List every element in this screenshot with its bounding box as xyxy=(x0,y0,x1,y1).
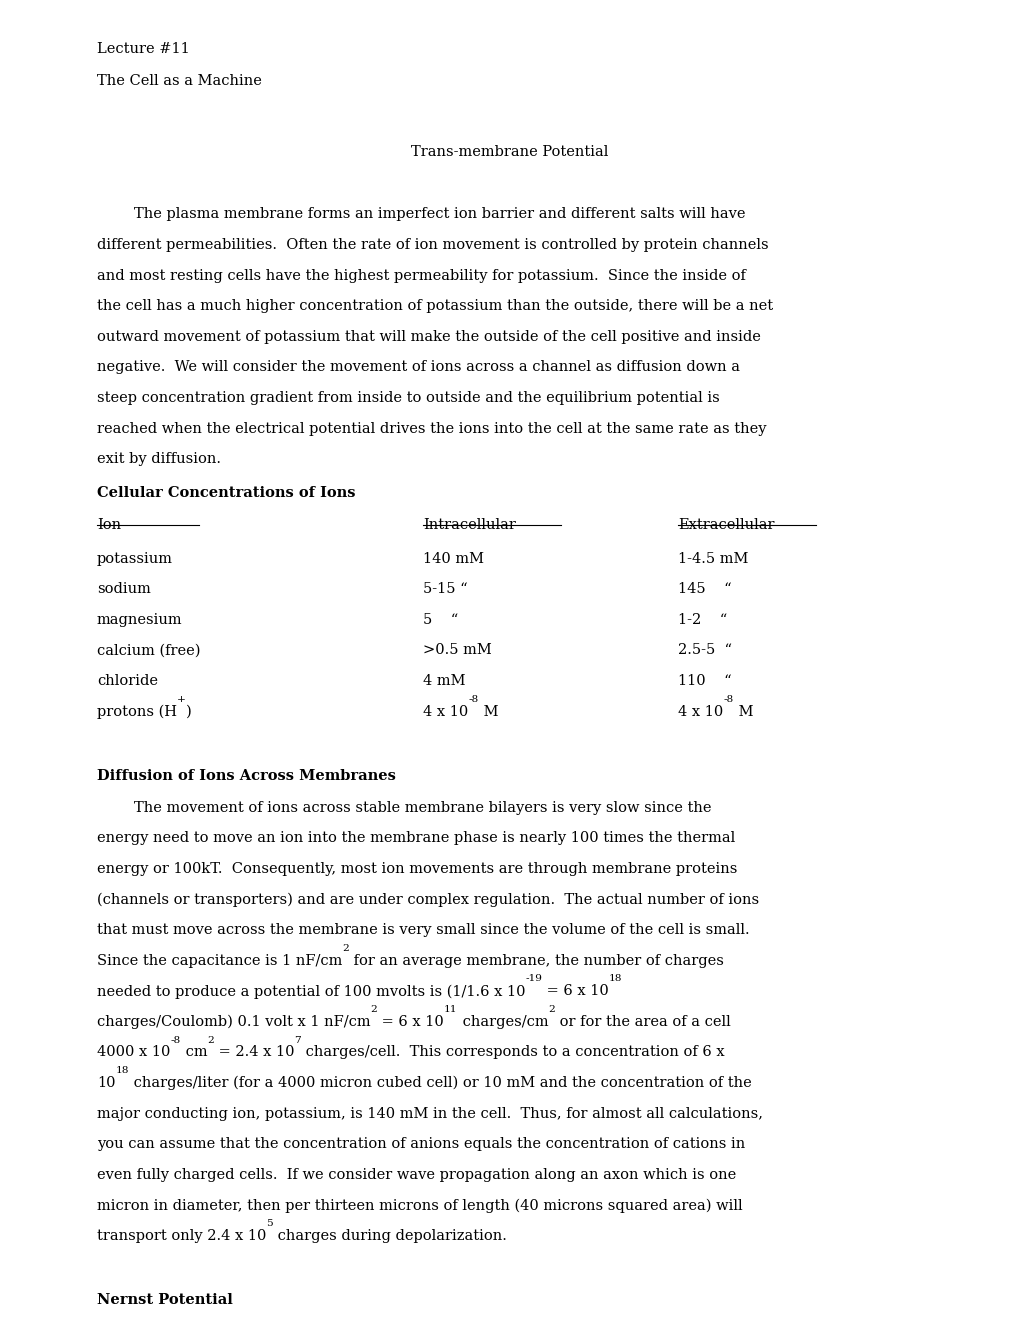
Text: magnesium: magnesium xyxy=(97,612,182,627)
Text: = 6 x 10: = 6 x 10 xyxy=(542,985,608,998)
Text: charges/cell.  This corresponds to a concentration of 6 x: charges/cell. This corresponds to a conc… xyxy=(301,1045,725,1060)
Text: 5-15 “: 5-15 “ xyxy=(423,582,468,597)
Text: different permeabilities.  Often the rate of ion movement is controlled by prote: different permeabilities. Often the rate… xyxy=(97,238,767,252)
Text: 11: 11 xyxy=(443,1005,458,1014)
Text: M: M xyxy=(733,705,753,718)
Text: energy or 100kT.  Consequently, most ion movements are through membrane proteins: energy or 100kT. Consequently, most ion … xyxy=(97,862,737,876)
Text: reached when the electrical potential drives the ions into the cell at the same : reached when the electrical potential dr… xyxy=(97,421,765,436)
Text: 1-2    “: 1-2 “ xyxy=(678,612,727,627)
Text: the cell has a much higher concentration of potassium than the outside, there wi: the cell has a much higher concentration… xyxy=(97,300,772,313)
Text: negative.  We will consider the movement of ions across a channel as diffusion d: negative. We will consider the movement … xyxy=(97,360,739,375)
Text: calcium (free): calcium (free) xyxy=(97,643,200,657)
Text: -8: -8 xyxy=(170,1035,180,1044)
Text: Diffusion of Ions Across Membranes: Diffusion of Ions Across Membranes xyxy=(97,768,395,783)
Text: The movement of ions across stable membrane bilayers is very slow since the: The movement of ions across stable membr… xyxy=(97,801,710,814)
Text: major conducting ion, potassium, is 140 mM in the cell.  Thus, for almost all ca: major conducting ion, potassium, is 140 … xyxy=(97,1106,762,1121)
Text: 110    “: 110 “ xyxy=(678,675,732,688)
Text: Since the capacitance is 1 nF/cm: Since the capacitance is 1 nF/cm xyxy=(97,953,342,968)
Text: Ion: Ion xyxy=(97,519,121,532)
Text: potassium: potassium xyxy=(97,552,173,566)
Text: outward movement of potassium that will make the outside of the cell positive an: outward movement of potassium that will … xyxy=(97,330,760,345)
Text: 2: 2 xyxy=(342,944,348,953)
Text: The Cell as a Machine: The Cell as a Machine xyxy=(97,74,262,88)
Text: that must move across the membrane is very small since the volume of the cell is: that must move across the membrane is ve… xyxy=(97,923,749,937)
Text: 10: 10 xyxy=(97,1076,115,1090)
Text: Cellular Concentrations of Ions: Cellular Concentrations of Ions xyxy=(97,486,355,500)
Text: 2.5-5  “: 2.5-5 “ xyxy=(678,643,732,657)
Text: +: + xyxy=(176,694,185,704)
Text: The plasma membrane forms an imperfect ion barrier and different salts will have: The plasma membrane forms an imperfect i… xyxy=(97,207,745,222)
Text: for an average membrane, the number of charges: for an average membrane, the number of c… xyxy=(348,953,723,968)
Text: 7: 7 xyxy=(294,1035,301,1044)
Text: Trans‐membrane Potential: Trans‐membrane Potential xyxy=(411,145,608,160)
Text: M: M xyxy=(478,705,498,718)
Text: charges/liter (for a 4000 micron cubed cell) or 10 mM and the concentration of t: charges/liter (for a 4000 micron cubed c… xyxy=(128,1076,751,1090)
Text: 18: 18 xyxy=(115,1067,128,1074)
Text: 2: 2 xyxy=(370,1005,377,1014)
Text: chloride: chloride xyxy=(97,675,158,688)
Text: 1-4.5 mM: 1-4.5 mM xyxy=(678,552,748,566)
Text: even fully charged cells.  If we consider wave propagation along an axon which i: even fully charged cells. If we consider… xyxy=(97,1168,736,1181)
Text: -19: -19 xyxy=(525,974,542,983)
Text: ): ) xyxy=(185,705,192,718)
Text: 4 mM: 4 mM xyxy=(423,675,466,688)
Text: (channels or transporters) and are under complex regulation.  The actual number : (channels or transporters) and are under… xyxy=(97,892,758,907)
Text: charges during depolarization.: charges during depolarization. xyxy=(273,1229,506,1243)
Text: 18: 18 xyxy=(608,974,622,983)
Text: 4 x 10: 4 x 10 xyxy=(678,705,722,718)
Text: = 2.4 x 10: = 2.4 x 10 xyxy=(214,1045,294,1060)
Text: or for the area of a cell: or for the area of a cell xyxy=(554,1015,730,1028)
Text: = 6 x 10: = 6 x 10 xyxy=(377,1015,443,1028)
Text: micron in diameter, then per thirteen microns of length (40 microns squared area: micron in diameter, then per thirteen mi… xyxy=(97,1199,742,1213)
Text: 140 mM: 140 mM xyxy=(423,552,484,566)
Text: >0.5 mM: >0.5 mM xyxy=(423,643,491,657)
Text: energy need to move an ion into the membrane phase is nearly 100 times the therm: energy need to move an ion into the memb… xyxy=(97,832,735,845)
Text: Nernst Potential: Nernst Potential xyxy=(97,1294,232,1307)
Text: transport only 2.4 x 10: transport only 2.4 x 10 xyxy=(97,1229,266,1243)
Text: 2: 2 xyxy=(207,1035,214,1044)
Text: and most resting cells have the highest permeability for potassium.  Since the i: and most resting cells have the highest … xyxy=(97,269,745,282)
Text: you can assume that the concentration of anions equals the concentration of cati: you can assume that the concentration of… xyxy=(97,1138,745,1151)
Text: needed to produce a potential of 100 mvolts is (1/1.6 x 10: needed to produce a potential of 100 mvo… xyxy=(97,985,525,999)
Text: Lecture #11: Lecture #11 xyxy=(97,42,190,57)
Text: -8: -8 xyxy=(468,694,478,704)
Text: -8: -8 xyxy=(722,694,733,704)
Text: 5    “: 5 “ xyxy=(423,612,459,627)
Text: Intracellular: Intracellular xyxy=(423,519,516,532)
Text: exit by diffusion.: exit by diffusion. xyxy=(97,453,221,466)
Text: 2: 2 xyxy=(547,1005,554,1014)
Text: steep concentration gradient from inside to outside and the equilibrium potentia: steep concentration gradient from inside… xyxy=(97,391,719,405)
Text: sodium: sodium xyxy=(97,582,151,597)
Text: cm: cm xyxy=(180,1045,207,1060)
Text: 145    “: 145 “ xyxy=(678,582,732,597)
Text: 4 x 10: 4 x 10 xyxy=(423,705,468,718)
Text: charges/Coulomb) 0.1 volt x 1 nF/cm: charges/Coulomb) 0.1 volt x 1 nF/cm xyxy=(97,1015,370,1030)
Text: protons (H: protons (H xyxy=(97,705,176,719)
Text: 4000 x 10: 4000 x 10 xyxy=(97,1045,170,1060)
Text: Extracellular: Extracellular xyxy=(678,519,774,532)
Text: charges/cm: charges/cm xyxy=(458,1015,547,1028)
Text: 5: 5 xyxy=(266,1220,273,1228)
